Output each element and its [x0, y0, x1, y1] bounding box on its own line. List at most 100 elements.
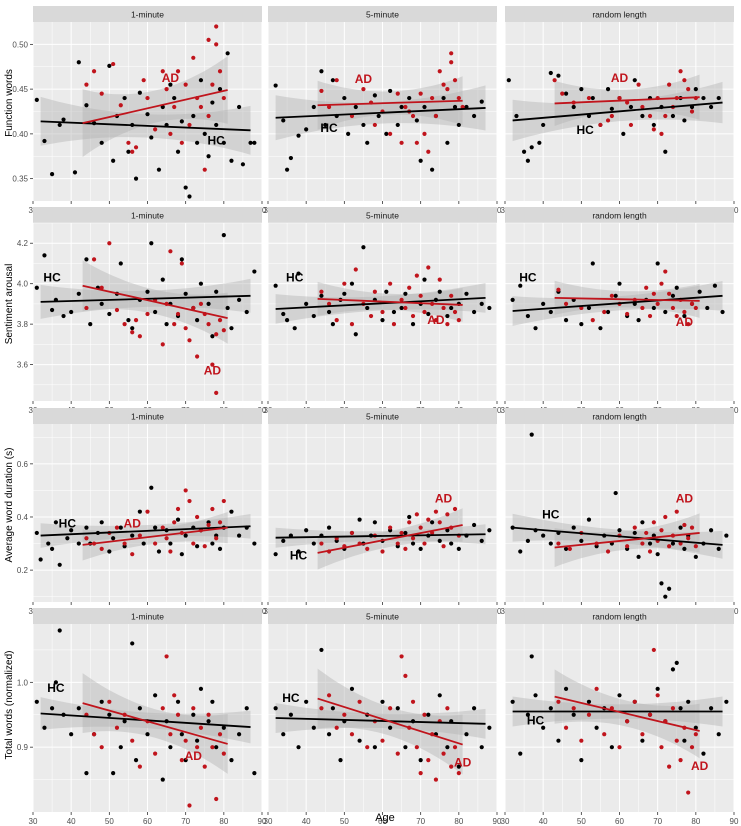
hc-point	[529, 145, 534, 150]
hc-point	[319, 69, 324, 74]
x-tick-label: 90	[258, 406, 267, 415]
hc-point	[107, 63, 112, 68]
ad-point	[659, 131, 664, 136]
ad-fit-line	[554, 96, 700, 105]
ad-point	[441, 751, 446, 756]
ad-point	[191, 305, 196, 311]
hc-point	[518, 751, 523, 756]
ad-point	[107, 699, 112, 704]
ad-point	[445, 322, 450, 327]
ad-point	[133, 317, 139, 323]
ad-point	[179, 140, 184, 145]
ad-point	[210, 506, 215, 512]
hc-point	[252, 140, 257, 145]
ad-point	[349, 732, 355, 737]
ad-point	[334, 78, 339, 83]
ad-point	[168, 131, 173, 136]
y-tick-label: 3.6	[17, 361, 29, 370]
hc-fit-line	[512, 526, 723, 546]
hc-point	[187, 194, 192, 199]
hc-point	[304, 127, 309, 132]
ad-point	[632, 525, 637, 530]
ad-point	[605, 549, 611, 554]
hc-point	[76, 541, 81, 546]
hc-annotation-label: HC	[576, 123, 594, 137]
hc-point	[137, 90, 142, 95]
ad-point	[217, 317, 223, 323]
hc-point	[330, 322, 335, 327]
y-tick-label: 4.2	[17, 239, 29, 248]
ad-point	[172, 520, 177, 525]
hc-point	[281, 311, 286, 317]
hc-point	[346, 131, 351, 136]
hc-point	[99, 520, 104, 525]
hc-point	[49, 706, 55, 711]
ad-point	[426, 149, 431, 154]
hc-point	[548, 706, 553, 711]
hc-annotation-label: HC	[43, 271, 61, 285]
hc-point	[99, 140, 104, 145]
ad-point	[640, 732, 645, 737]
ad-point	[365, 546, 370, 551]
ad-point	[647, 549, 653, 554]
ad-point	[206, 37, 211, 43]
hc-point	[61, 117, 66, 122]
hc-point	[183, 185, 188, 190]
hc-point	[640, 113, 645, 119]
hc-point	[118, 525, 123, 530]
hc-point	[156, 167, 162, 172]
ad-point	[361, 87, 366, 92]
ad-point	[667, 291, 672, 296]
hc-point	[716, 732, 721, 737]
hc-point	[472, 113, 477, 119]
hc-point	[191, 113, 196, 119]
hc-point	[72, 170, 78, 175]
hc-point	[686, 699, 691, 704]
x-tick-label: 90	[258, 817, 267, 826]
ad-point	[130, 738, 135, 743]
x-tick-label: 50	[340, 817, 349, 826]
hc-point	[240, 162, 246, 167]
hc-point	[518, 283, 523, 288]
ad-point	[449, 51, 454, 56]
ad-point	[145, 311, 150, 317]
ad-point	[175, 311, 181, 317]
ad-point	[217, 520, 223, 525]
hc-point	[449, 305, 454, 311]
ad-point	[388, 525, 393, 530]
hc-point	[225, 305, 230, 311]
hc-point	[510, 699, 515, 704]
hc-point	[693, 554, 698, 559]
ad-point	[644, 530, 649, 536]
hc-point	[563, 317, 569, 323]
ad-point	[160, 69, 165, 74]
hc-point	[229, 326, 234, 331]
ad-point	[141, 78, 146, 83]
ad-point	[418, 91, 423, 96]
hc-fit-line	[275, 296, 486, 310]
ad-point	[187, 122, 192, 128]
ad-point	[437, 520, 442, 525]
ad-annotation-label: AD	[691, 759, 709, 773]
panel-r1-c0: 1-minute304050607080903.63.84.04.2	[17, 207, 267, 415]
hc-point	[541, 301, 546, 307]
hc-point	[107, 311, 112, 317]
hc-point	[422, 277, 427, 282]
hc-point	[579, 87, 584, 92]
ad-annotation-label: AD	[355, 72, 373, 86]
ad-point	[651, 127, 656, 132]
hc-point	[487, 725, 492, 730]
ad-point	[391, 322, 397, 327]
ad-point	[556, 287, 561, 292]
hc-point	[678, 706, 683, 711]
hc-point	[655, 686, 660, 691]
hc-point	[210, 541, 215, 546]
hc-point	[487, 528, 492, 533]
panel-plot-area	[34, 485, 257, 567]
hc-point	[69, 528, 74, 533]
ad-point	[644, 285, 649, 290]
ad-point	[647, 712, 653, 717]
hc-point	[430, 167, 435, 172]
hc-point	[605, 309, 611, 315]
